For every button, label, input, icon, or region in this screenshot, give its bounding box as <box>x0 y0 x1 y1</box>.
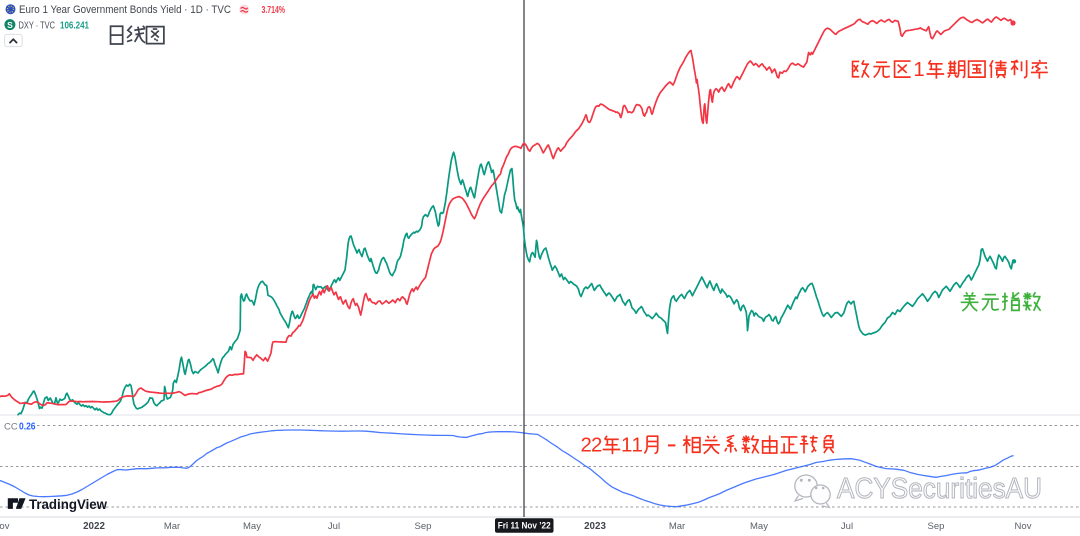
svg-text:0.26: 0.26 <box>19 421 36 432</box>
svg-text:Nov: Nov <box>1015 521 1032 532</box>
svg-text:Nov: Nov <box>0 521 10 532</box>
svg-text:Sep: Sep <box>928 521 945 532</box>
svg-text:TradingView: TradingView <box>29 497 107 512</box>
svg-text:May: May <box>243 521 261 532</box>
svg-text:S: S <box>7 20 13 30</box>
svg-text:Mar: Mar <box>669 521 685 532</box>
svg-text:ACYSecuritiesAU: ACYSecuritiesAU <box>837 473 1042 505</box>
svg-text:1: 1 <box>621 435 632 457</box>
svg-text:Mar: Mar <box>164 521 180 532</box>
svg-text:2022: 2022 <box>83 521 105 532</box>
svg-text:2023: 2023 <box>584 521 606 532</box>
svg-text:May: May <box>750 521 768 532</box>
svg-text:Euro 1 Year Government Bonds Y: Euro 1 Year Government Bonds Yield · 1D … <box>19 4 231 16</box>
svg-text:Jul: Jul <box>841 521 853 532</box>
svg-text:DXY · TVC: DXY · TVC <box>19 20 56 31</box>
svg-text:Jul: Jul <box>328 521 340 532</box>
svg-text:Fri 11 Nov ’22: Fri 11 Nov ’22 <box>498 521 551 531</box>
svg-text:3.714%: 3.714% <box>262 5 286 16</box>
svg-text:Sep: Sep <box>415 521 432 532</box>
svg-text:1: 1 <box>913 59 924 81</box>
svg-text:2: 2 <box>591 435 602 457</box>
svg-text:106.241: 106.241 <box>60 19 89 31</box>
svg-text:2: 2 <box>581 435 592 457</box>
svg-text:CC: CC <box>4 421 18 432</box>
svg-text:1: 1 <box>632 435 643 457</box>
